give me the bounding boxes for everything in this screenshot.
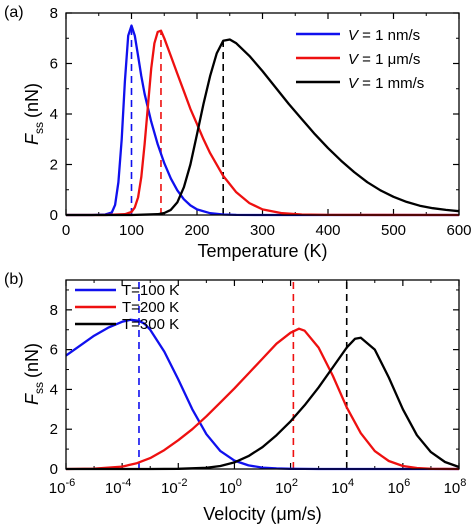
panel-b-y-tick-label: 4: [50, 381, 58, 398]
panel-label-a: (a): [4, 4, 24, 21]
panel-b-series: [65, 318, 460, 471]
panel-b-y-axis-subscript: ss: [32, 382, 46, 394]
panel-a-legend-var: V: [348, 51, 360, 68]
panel-b-y-tick-label: 8: [50, 302, 58, 319]
panel-b-x-tick-label: 100: [219, 477, 242, 497]
panel-b-x-tick-exponent: 0: [236, 477, 242, 489]
panel-b-x-tick-base: 10: [387, 480, 404, 497]
panel-a-legend-label-1: V = 1 nm/s: [348, 27, 420, 44]
panel-b-y-axis-title: Fss (nN): [22, 343, 46, 405]
panel-a-x-tick-label: 500: [381, 222, 406, 239]
panel-b-x-tick-exponent: 4: [348, 477, 354, 489]
panel-a-x-tick-label: 100: [119, 222, 144, 239]
panel-label-b: (b): [4, 271, 24, 288]
panel-b-x-axis-title: Velocity (μm/s): [203, 504, 321, 524]
panel-a-x-tick-label: 300: [250, 222, 275, 239]
panel-b-x-tick-label: 108: [444, 477, 467, 497]
panel-b-series-line-3: [66, 336, 460, 471]
panel-a-series-line-2: [66, 29, 460, 217]
panel-a-legend: V = 1 nm/sV = 1 μm/sV = 1 mm/s: [296, 27, 424, 92]
panel-b-legend-label-2: T=200 K: [122, 299, 179, 316]
panel-b-x-tick-base: 10: [331, 480, 348, 497]
panel-a-x-tick-label: 0: [62, 222, 70, 239]
panel-b-x-tick-label: 104: [331, 477, 354, 497]
panel-b-x-tick-label: 10-6: [49, 477, 75, 497]
panel-b-x-tick-base: 10: [219, 480, 236, 497]
panel-a-y-axis-symbol: F: [22, 133, 42, 145]
panel-a-legend-label-2: V = 1 μm/s: [348, 51, 420, 68]
panel-a-x-axis-title: Temperature (K): [197, 241, 327, 261]
panel-b-series-line-2: [65, 327, 460, 471]
panel-b-x-tick-label: 106: [387, 477, 410, 497]
panel-b-y-tick-label: 6: [50, 342, 58, 359]
panel-a-peak-markers: [130, 25, 224, 215]
panel-b-x-tick-exponent: -2: [178, 477, 188, 489]
panel-b-plot-frame: [65, 279, 460, 470]
panel-a-y-tick-label: 8: [50, 5, 58, 22]
panel-a-legend-var: V: [348, 27, 360, 44]
panel-a-y-axis-title: Fss (nN): [22, 83, 46, 145]
panel-a-legend-label-3: V = 1 mm/s: [348, 75, 424, 92]
panel-a-x-tick-label: 200: [184, 222, 209, 239]
panel-b-y-tick-labels: 0 2 4 6 8: [50, 302, 58, 478]
panel-b-legend: T=100 KT=200 KT=300 K: [75, 282, 179, 333]
panel-a-legend-text: = 1 nm/s: [358, 27, 420, 44]
panel-b-y-tick-label: 2: [50, 421, 58, 438]
panel-b-legend-label-3: T=300 K: [122, 316, 179, 333]
panel-a-legend-text: = 1 mm/s: [358, 75, 424, 92]
panel-b-x-tick-exponent: 6: [404, 477, 410, 489]
panel-b-x-tick-exponent: 2: [292, 477, 298, 489]
panel-b-y-axis-symbol: F: [22, 393, 42, 405]
panel-b-x-tick-exponent: 8: [460, 477, 466, 489]
panel-b-x-tick-label: 102: [275, 477, 298, 497]
panel-a-y-axis-unit: (nN): [22, 83, 42, 118]
panel-b-x-tick-base: 10: [444, 480, 461, 497]
panel-a: (a) 0 100 200 300 400 500 600 0 2 4 6 8 Temperatur…: [4, 4, 472, 261]
panel-b-x-tick-base: 10: [275, 480, 292, 497]
panel-a-y-tick-label: 2: [50, 157, 58, 174]
panel-a-y-tick-label: 0: [50, 207, 58, 224]
panel-a-x-tick-label: 400: [315, 222, 340, 239]
panel-b-x-tick-base: 10: [49, 480, 66, 497]
panel-a-series-line-3: [66, 38, 460, 217]
panel-a-y-tick-label: 6: [50, 56, 58, 73]
panel-b-x-tick-label: 10-4: [105, 477, 131, 497]
panel-a-y-axis-subscript: ss: [32, 122, 46, 134]
panel-a-series: [66, 24, 460, 217]
panel-b-x-tick-labels: 10-6 10-4 10-2 100 102 104 106 108: [49, 477, 467, 497]
panel-a-x-tick-labels: 0 100 200 300 400 500 600: [62, 222, 472, 239]
panel-b-x-tick-exponent: -6: [65, 477, 75, 489]
panel-a-y-tick-label: 4: [50, 106, 58, 123]
panel-b-x-tick-exponent: -4: [122, 477, 132, 489]
panel-a-legend-text: = 1 μm/s: [358, 51, 420, 68]
panel-b-x-tick-base: 10: [161, 480, 178, 497]
panel-b-y-axis-unit: (nN): [22, 343, 42, 378]
panel-a-legend-var: V: [348, 75, 360, 92]
panel-b-x-tick-label: 10-2: [161, 477, 187, 497]
panel-a-x-tick-label: 600: [446, 222, 471, 239]
panel-b-y-tick-label: 0: [50, 461, 58, 478]
panel-a-y-tick-labels: 0 2 4 6 8: [50, 5, 58, 224]
panel-b-x-tick-base: 10: [105, 480, 122, 497]
panel-a-plot-frame: [65, 12, 460, 216]
panel-b-legend-label-1: T=100 K: [122, 282, 179, 299]
